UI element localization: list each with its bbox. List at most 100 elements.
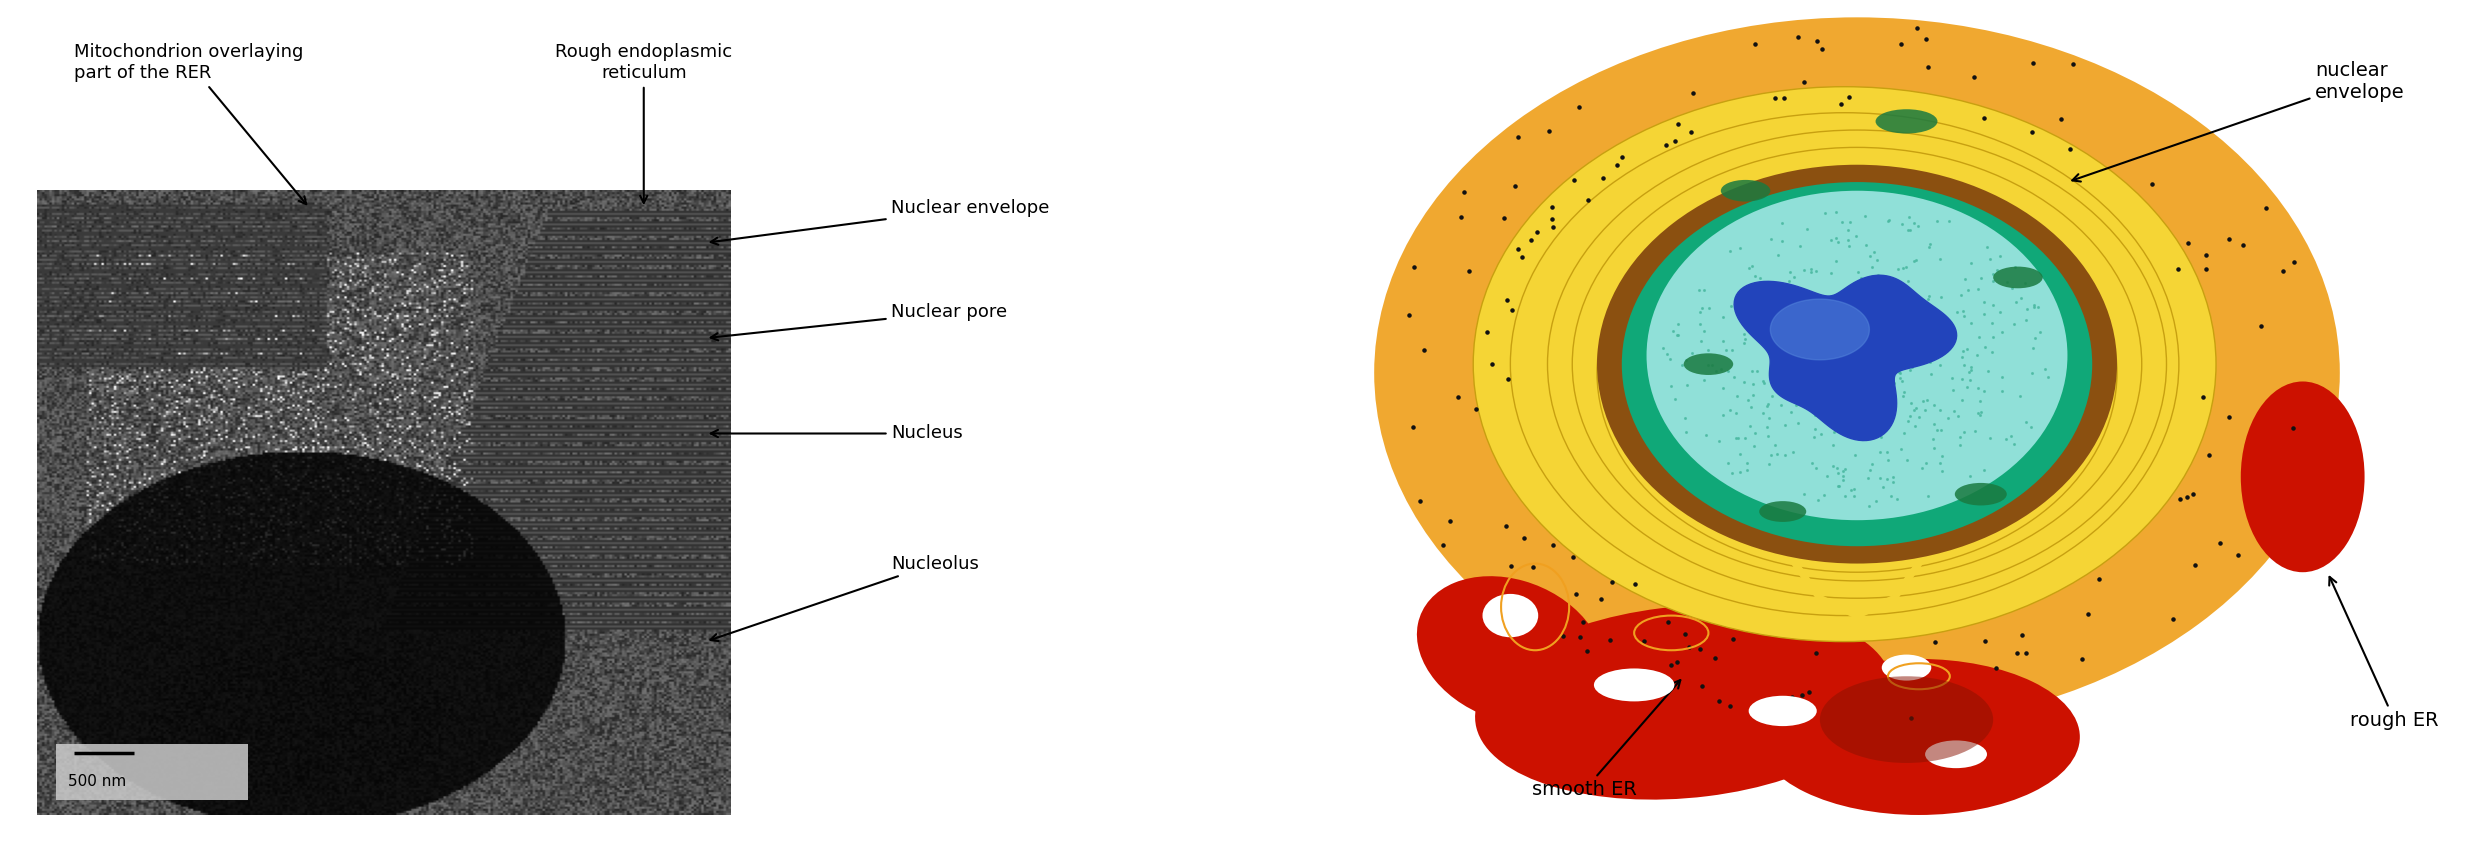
Point (1825, 353, 1864, 367)
Point (1773, 344, 1812, 358)
Point (1684, 374, 1723, 388)
Point (1751, 448, 1790, 462)
Point (1760, 347, 1800, 361)
Point (1783, 75, 1822, 88)
Point (1820, 373, 1859, 387)
Point (1795, 430, 1835, 444)
Point (2154, 612, 2194, 626)
Point (2132, 177, 2171, 191)
Point (1533, 220, 1572, 234)
Point (1716, 389, 1755, 403)
Point (1852, 349, 1892, 362)
Point (1552, 550, 1592, 564)
Point (1864, 362, 1904, 375)
Point (1887, 347, 1926, 361)
Point (1614, 577, 1654, 590)
Point (1728, 393, 1768, 407)
Point (1857, 381, 1897, 394)
Point (1963, 295, 2003, 309)
Point (1817, 231, 1857, 245)
Point (1926, 317, 1966, 331)
Point (1669, 378, 1708, 392)
Point (1798, 35, 1837, 49)
Point (1830, 301, 1869, 315)
Point (1840, 369, 1879, 383)
Point (1894, 297, 1934, 311)
Point (1778, 344, 1817, 358)
Point (1835, 489, 1874, 503)
Point (1852, 355, 1892, 369)
Point (1852, 457, 1892, 471)
Point (1503, 250, 1543, 264)
Point (1431, 514, 1471, 528)
Point (1758, 447, 1798, 460)
Point (1723, 336, 1763, 350)
Point (1832, 351, 1872, 365)
Point (1840, 342, 1879, 356)
Point (1807, 295, 1847, 309)
Point (1755, 439, 1795, 453)
Point (1805, 387, 1845, 401)
Ellipse shape (1647, 191, 2067, 520)
Point (1889, 363, 1929, 377)
Point (1993, 317, 2033, 331)
Ellipse shape (1721, 180, 1770, 201)
Point (1852, 355, 1892, 369)
Point (1825, 401, 1864, 415)
Point (1914, 309, 1954, 323)
Point (1803, 367, 1842, 381)
Point (1939, 439, 1978, 453)
Point (1877, 337, 1916, 351)
Point (1647, 138, 1686, 152)
Point (1793, 296, 1832, 310)
Point (1674, 87, 1713, 101)
Point (1951, 363, 1991, 377)
Point (1661, 358, 1701, 372)
Point (1857, 351, 1897, 365)
Point (1728, 456, 1768, 470)
Point (1840, 377, 1879, 391)
Point (1703, 334, 1743, 348)
Point (1788, 287, 1827, 301)
Point (1795, 460, 1835, 474)
Point (1731, 318, 1770, 332)
Point (1862, 305, 1902, 319)
Point (1785, 263, 1825, 277)
Point (1763, 234, 1803, 248)
Point (1798, 493, 1837, 507)
Point (2003, 629, 2043, 642)
Point (1956, 424, 1996, 438)
Point (1857, 252, 1897, 266)
Point (1567, 644, 1607, 658)
Point (1441, 210, 1481, 224)
Point (1726, 327, 1765, 341)
Point (1822, 331, 1862, 345)
Point (1847, 339, 1887, 353)
Point (1840, 349, 1879, 363)
Point (1518, 225, 1557, 238)
Point (1793, 456, 1832, 470)
Point (1832, 325, 1872, 339)
Point (1837, 351, 1877, 365)
Point (1825, 321, 1864, 335)
Point (1822, 215, 1862, 229)
Point (1859, 378, 1899, 392)
Point (1874, 376, 1914, 390)
Point (1951, 373, 1991, 387)
Point (1862, 479, 1902, 493)
Ellipse shape (1595, 668, 1674, 701)
Point (1807, 362, 1847, 375)
Point (1835, 482, 1874, 496)
Point (1872, 340, 1911, 354)
Point (1803, 380, 1842, 394)
Point (1973, 345, 2013, 359)
Point (1721, 241, 1760, 255)
Point (1951, 361, 1991, 375)
Point (1840, 342, 1879, 355)
Point (1760, 298, 1800, 312)
Text: Nucleolus: Nucleolus (711, 555, 978, 641)
Point (1976, 661, 2015, 675)
Point (1822, 469, 1862, 483)
Point (1689, 343, 1728, 357)
Point (1728, 262, 1768, 276)
